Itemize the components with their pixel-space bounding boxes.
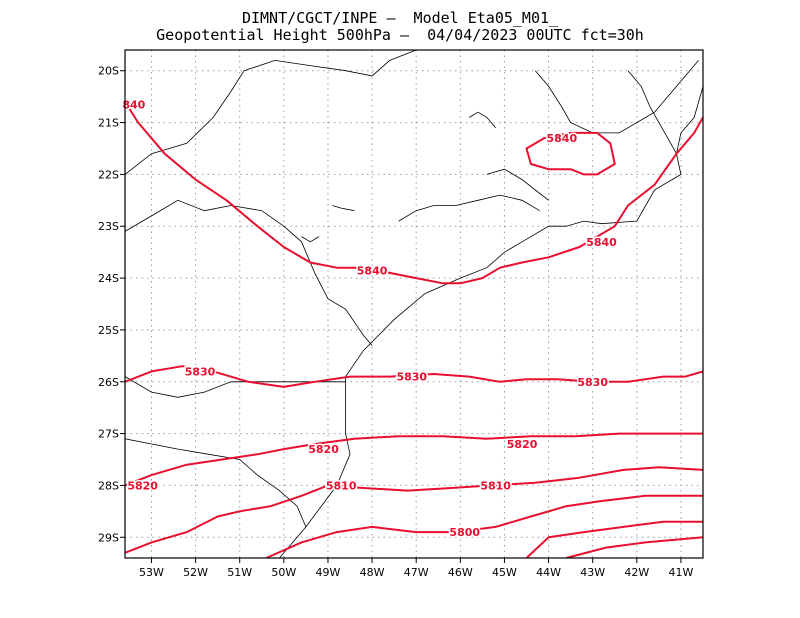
contour-label: 5820 [308,443,339,456]
contour-line [125,432,703,487]
lat-tick-label: 23S [98,220,119,233]
contour-line [265,494,703,558]
lat-tick-label: 27S [98,428,119,441]
coastline-segment [627,70,677,154]
map-title-line-1: DIMNT/CGCT/INPE – Model Eta05_M01_ [241,9,559,27]
lon-tick-label: 50W [271,566,296,579]
coastline-segment [125,199,373,346]
lon-tick-label: 49W [316,566,341,579]
lon-tick-label: 44W [536,566,561,579]
contour-line [125,466,703,554]
contour-label: 5810 [326,479,357,492]
lon-tick-label: 45W [492,566,517,579]
coastline-segment [332,205,355,212]
contour-label: 840 [122,98,145,111]
lat-tick-label: 20S [98,65,119,78]
lat-tick-label: 29S [98,531,119,544]
contour-line [525,520,703,558]
contour-line [125,101,703,285]
coastline-segment [125,50,417,175]
contour-label: 5840 [586,236,617,249]
contour-label: 5840 [546,132,577,145]
lon-tick-label: 47W [404,566,429,579]
lon-tick-label: 52W [183,566,208,579]
contour-line [565,536,703,558]
coastline-segment [486,168,549,201]
lat-tick-label: 28S [98,479,119,492]
contour-label: 5820 [127,479,158,492]
contour-label: 5840 [357,264,388,277]
lon-tick-label: 41W [669,566,694,579]
contour-label: 5830 [396,371,427,384]
graticule [125,50,703,558]
coastline-segment [534,60,699,134]
coastline-segment [398,194,540,222]
coastline-segment [468,111,496,129]
lat-tick-label: 24S [98,272,119,285]
contour-label: 5810 [480,479,511,492]
coastline-segment [301,236,320,243]
lat-tick-label: 25S [98,324,119,337]
lon-tick-label: 51W [227,566,252,579]
axis-ticks: 53W 52W 51W 50W 49W 48W 47W 46W 45W 44W 43W 42W 41W 2… [98,65,693,579]
contour-label: 5830 [185,365,216,378]
contour-label: 5800 [449,526,480,539]
coastline-segment [125,438,307,528]
height-contours [125,101,703,558]
coastlines [125,50,703,558]
lon-tick-label: 46W [448,566,473,579]
lon-tick-label: 48W [360,566,385,579]
contour-label: 5830 [577,376,608,389]
map-title-line-2: Geopotential Height 500hPa – 04/04/2023 … [156,26,644,44]
lon-tick-label: 43W [580,566,605,579]
lon-tick-label: 42W [624,566,649,579]
coastline-segment [125,376,346,398]
map-frame [124,49,704,559]
contour-line [525,131,616,176]
contour-label: 5820 [507,438,538,451]
contour-labels: 840 5840 5840 5840 5830 5830 5830 5820 5820 5820 5… [121,97,619,541]
coastline-segment [279,86,703,558]
lat-tick-label: 21S [98,117,119,130]
contour-line [125,365,703,388]
lon-tick-label: 53W [139,566,164,579]
lat-tick-label: 26S [98,376,119,389]
lat-tick-label: 22S [98,168,119,181]
